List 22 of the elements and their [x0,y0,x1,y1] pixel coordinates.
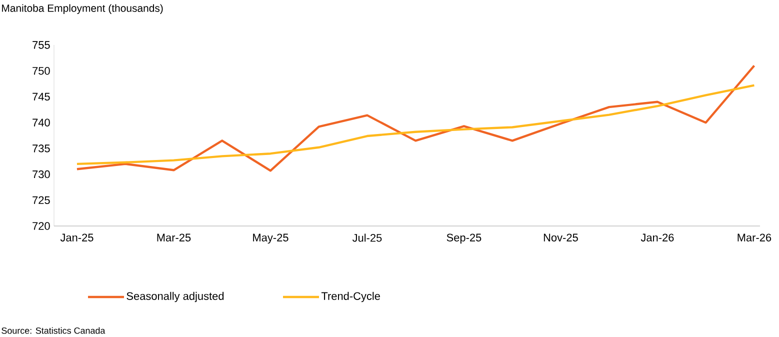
legend-label: Seasonally adjusted [126,292,224,302]
y-tick-label: 740 [32,118,50,126]
y-tick-label: 745 [32,92,50,101]
x-tick-label: May-25 [253,234,288,244]
line-series [76,64,756,172]
x-tick-label: Jan-25 [60,234,94,242]
y-tick-label: 755 [32,41,50,49]
x-tick-label: Mar-25 [157,234,191,242]
x-tick-label: Jul-25 [352,234,382,242]
y-tick-label: 750 [32,66,50,75]
x-tick-label: Nov-25 [544,234,578,242]
line-series [76,84,756,166]
y-tick-label: 720 [32,222,50,230]
x-tick-label: Sep-25 [446,234,482,244]
x-tick-label: Jan-26 [640,234,674,242]
x-tick-label: Mar-26 [738,234,772,242]
y-tick-label: 735 [32,144,50,152]
y-tick-label: 730 [32,170,50,178]
legend-label: Trend-Cycle [321,292,380,302]
y-tick-label: 725 [32,196,50,204]
source-note: Source: Statistics Canada [2,327,106,334]
chart-title: Manitoba Employment (thousands) [2,4,163,14]
